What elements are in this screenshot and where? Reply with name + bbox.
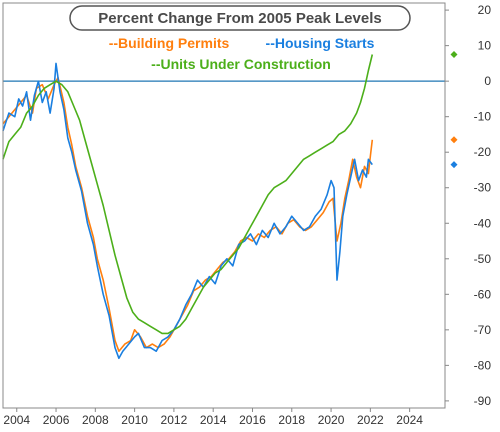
x-tick-label: 2008: [82, 413, 109, 427]
x-tick-label: 2014: [200, 413, 227, 427]
y-tick-label: -80: [474, 358, 492, 372]
legend-housing-starts: --Housing Starts: [266, 35, 375, 51]
chart-title: Percent Change From 2005 Peak Levels: [98, 10, 381, 27]
y-tick-label: -50: [474, 252, 492, 266]
x-tick-label: 2004: [3, 413, 30, 427]
x-tick-label: 2016: [239, 413, 266, 427]
legend-units-under-construction: --Units Under Construction: [151, 56, 331, 72]
x-tick-label: 2010: [121, 413, 148, 427]
y-tick-label: -70: [474, 323, 492, 337]
plot-area: [2, 54, 445, 360]
series-line-units-under-construction: [2, 54, 374, 335]
end-marker-building-permits: [450, 136, 458, 144]
y-tick-label: 0: [484, 74, 491, 88]
chart-header: Percent Change From 2005 Peak Levels --B…: [69, 5, 411, 72]
plot-frame: [2, 2, 446, 409]
x-tick-label: 2024: [396, 413, 423, 427]
y-tick-label: -30: [474, 181, 492, 195]
x-tick-label: 2018: [278, 413, 305, 427]
y-tick-label: -10: [474, 110, 492, 124]
end-marker-units-under-construction: [450, 51, 458, 59]
x-tick-label: 2006: [43, 413, 70, 427]
y-tick-label: 10: [478, 39, 492, 53]
x-tick-label: 2012: [161, 413, 188, 427]
x-tick-label: 2022: [357, 413, 384, 427]
y-tick-label: 20: [478, 3, 492, 17]
axes: 2004 2006 2008 2010 2012 2014 2016 2018 2020 2022…: [2, 2, 492, 427]
series-line-housing-starts: [2, 62, 373, 360]
end-markers: [450, 51, 458, 169]
y-tick-label: -40: [474, 216, 492, 230]
end-marker-housing-starts: [450, 161, 458, 169]
title-box: [69, 5, 411, 31]
legend-building-permits: --Building Permits: [109, 35, 230, 51]
x-tick-label: 2020: [318, 413, 345, 427]
y-tick-label: -20: [474, 145, 492, 159]
y-tick-label: -60: [474, 287, 492, 301]
y-tick-label: -90: [474, 394, 492, 408]
